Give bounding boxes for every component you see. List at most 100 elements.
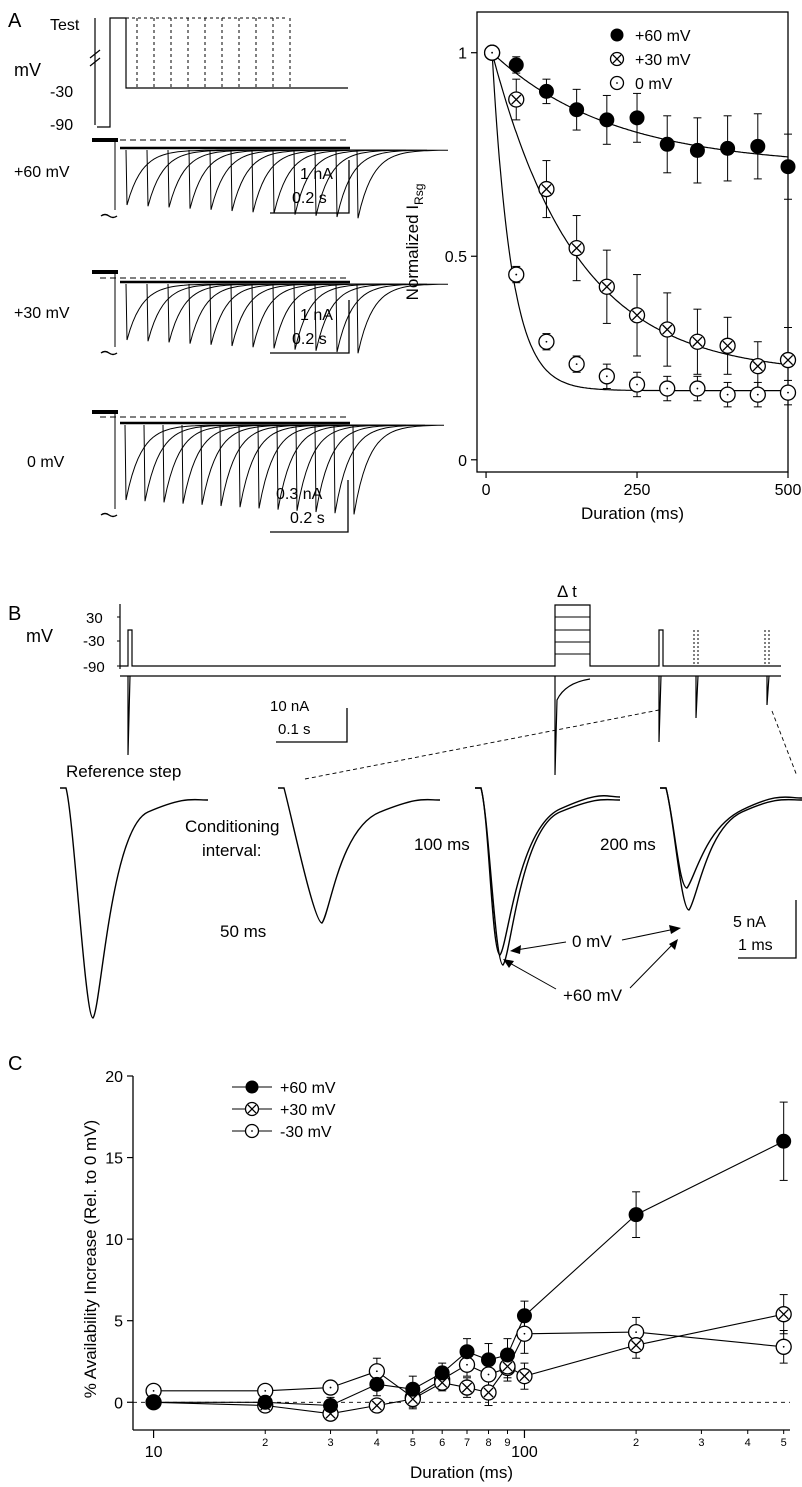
chart-c-y-tick-label: 20 bbox=[105, 1069, 123, 1086]
panel-b-zoom-traces bbox=[60, 787, 802, 1019]
chart-c-point bbox=[775, 1338, 792, 1355]
chart-c-point bbox=[323, 1398, 339, 1414]
trace-30mv-label: +30 mV bbox=[14, 305, 70, 322]
current-trace bbox=[238, 424, 351, 508]
chart-a-point bbox=[629, 110, 645, 126]
axis-break-mark bbox=[100, 512, 118, 518]
chart-c-x-minor-tick-label: 4 bbox=[374, 1437, 380, 1449]
chart-c-point bbox=[434, 1365, 450, 1381]
current-wave-200ms-60mv bbox=[660, 787, 802, 911]
scale-bar-a3: 0.3 nA 0.2 s bbox=[270, 480, 349, 533]
chart-a-point bbox=[599, 112, 615, 128]
chart-a-legend-label: +60 mV bbox=[635, 28, 691, 45]
current-trace-block bbox=[92, 138, 449, 219]
chart-a-x-tick-label: 0 bbox=[482, 482, 491, 499]
panel-a-protocol: Test mV -30 -90 bbox=[14, 17, 348, 134]
panel-b-current-trace bbox=[120, 675, 781, 776]
test-current-2 bbox=[695, 675, 699, 719]
interval-50ms-label: 50 ms bbox=[220, 922, 266, 941]
chart-a-point bbox=[568, 239, 585, 257]
protocol-m90-label: -90 bbox=[50, 117, 73, 134]
chart-c-point bbox=[368, 1397, 386, 1414]
scale-bar-a2: 1 nA 0.2 s bbox=[270, 300, 350, 354]
chart-c-point bbox=[516, 1308, 532, 1324]
scale-a3-time: 0.2 s bbox=[290, 510, 325, 527]
chart-c-point bbox=[776, 1133, 792, 1149]
current-trace bbox=[349, 149, 449, 219]
chart-a-x-tick-label: 250 bbox=[624, 482, 651, 499]
chart-a: 0 250 500 0 0.5 1 Duration (ms) Normalized IRsg… bbox=[403, 11, 801, 523]
zoom-connector-left bbox=[304, 709, 660, 780]
interval-200ms-label: 200 ms bbox=[600, 835, 656, 854]
chart-c-x-major-tick-label: 100 bbox=[511, 1444, 538, 1461]
chart-c-y-tick-label: 10 bbox=[105, 1232, 123, 1249]
chart-c-point bbox=[369, 1376, 385, 1392]
current-trace bbox=[125, 283, 351, 341]
scale-a2-time: 0.2 s bbox=[292, 331, 327, 348]
chart-c-point bbox=[405, 1381, 421, 1397]
chart-c: 0 5 10 15 20 10 100 2 3 4 5 6 7 8 9 2 3 4 5 Duration (ms) % … bbox=[81, 1069, 792, 1482]
reference-step-label: Reference step bbox=[66, 762, 181, 781]
chart-a-point bbox=[719, 386, 736, 403]
chart-c-point bbox=[628, 1207, 644, 1223]
chart-c-point bbox=[516, 1368, 533, 1385]
current-trace bbox=[200, 424, 351, 505]
chart-a-x-axis-label: Duration (ms) bbox=[581, 504, 684, 523]
chart-a-point bbox=[483, 44, 501, 61]
chart-a-point bbox=[538, 333, 555, 350]
current-trace bbox=[167, 149, 351, 208]
chart-a-point bbox=[780, 159, 796, 175]
chart-c-point bbox=[775, 1306, 792, 1323]
chart-a-point bbox=[719, 337, 736, 354]
current-trace bbox=[181, 424, 351, 504]
chart-c-x-minor-tick-label: 2 bbox=[633, 1437, 639, 1449]
test-current-1 bbox=[658, 675, 662, 743]
conditioning-label-1: Conditioning bbox=[185, 817, 280, 836]
current-wave-50ms bbox=[278, 787, 441, 924]
chart-c-point bbox=[480, 1384, 497, 1401]
chart-c-legend-marker bbox=[245, 1080, 259, 1094]
chart-c-legend-marker bbox=[244, 1101, 260, 1117]
protocol-b-m30-label: -30 bbox=[83, 633, 105, 650]
chart-c-x-minor-tick-label: 7 bbox=[464, 1437, 470, 1449]
chart-a-legend-marker bbox=[609, 75, 625, 91]
chart-a-point bbox=[508, 91, 525, 108]
chart-c-point bbox=[627, 1337, 645, 1354]
chart-c-x-minor-tick-label: 8 bbox=[485, 1437, 491, 1449]
current-trace bbox=[230, 149, 351, 212]
chart-a-point bbox=[749, 358, 766, 375]
chart-a-point bbox=[749, 386, 766, 403]
current-trace bbox=[162, 424, 351, 503]
conditioning-label-2: interval: bbox=[202, 841, 262, 860]
scale-bar-b-bottom: 5 nA 1 ms bbox=[733, 900, 797, 959]
chart-c-x-minor-tick-label: 3 bbox=[327, 1437, 333, 1449]
chart-a-point bbox=[689, 380, 706, 397]
chart-c-x-minor-tick-label: 2 bbox=[262, 1437, 268, 1449]
chart-c-x-minor-tick-label: 9 bbox=[504, 1437, 510, 1449]
current-trace bbox=[188, 149, 351, 209]
chart-c-y-tick-label: 15 bbox=[105, 1151, 123, 1168]
chart-a-legend-marker bbox=[609, 51, 625, 67]
panel-a-label: A bbox=[8, 10, 22, 32]
chart-a-legend-label: 0 mV bbox=[635, 76, 673, 93]
chart-a-point bbox=[628, 307, 646, 324]
chart-c-series-line bbox=[153, 1331, 784, 1399]
chart-a-point bbox=[538, 180, 555, 198]
arrow-60mv-label: +60 mV bbox=[563, 986, 623, 1005]
panel-b-label: B bbox=[8, 603, 21, 625]
chart-a-point bbox=[689, 333, 706, 350]
current-trace bbox=[188, 283, 351, 344]
chart-c-x-minor-tick-label: 5 bbox=[410, 1437, 416, 1449]
scale-b-bottom-time: 1 ms bbox=[738, 937, 773, 954]
chart-c-legend-marker bbox=[244, 1123, 260, 1139]
chart-a-legend-label: +30 mV bbox=[635, 52, 691, 69]
current-trace bbox=[146, 283, 351, 342]
chart-c-series-line bbox=[153, 1313, 784, 1415]
current-trace bbox=[209, 149, 351, 210]
chart-a-y-axis-label: Normalized IRsg bbox=[403, 184, 426, 301]
chart-c-x-minor-tick-label: 6 bbox=[439, 1437, 445, 1449]
protocol-b-30-label: 30 bbox=[86, 610, 103, 627]
current-trace bbox=[143, 424, 351, 502]
chart-a-point bbox=[779, 384, 797, 401]
